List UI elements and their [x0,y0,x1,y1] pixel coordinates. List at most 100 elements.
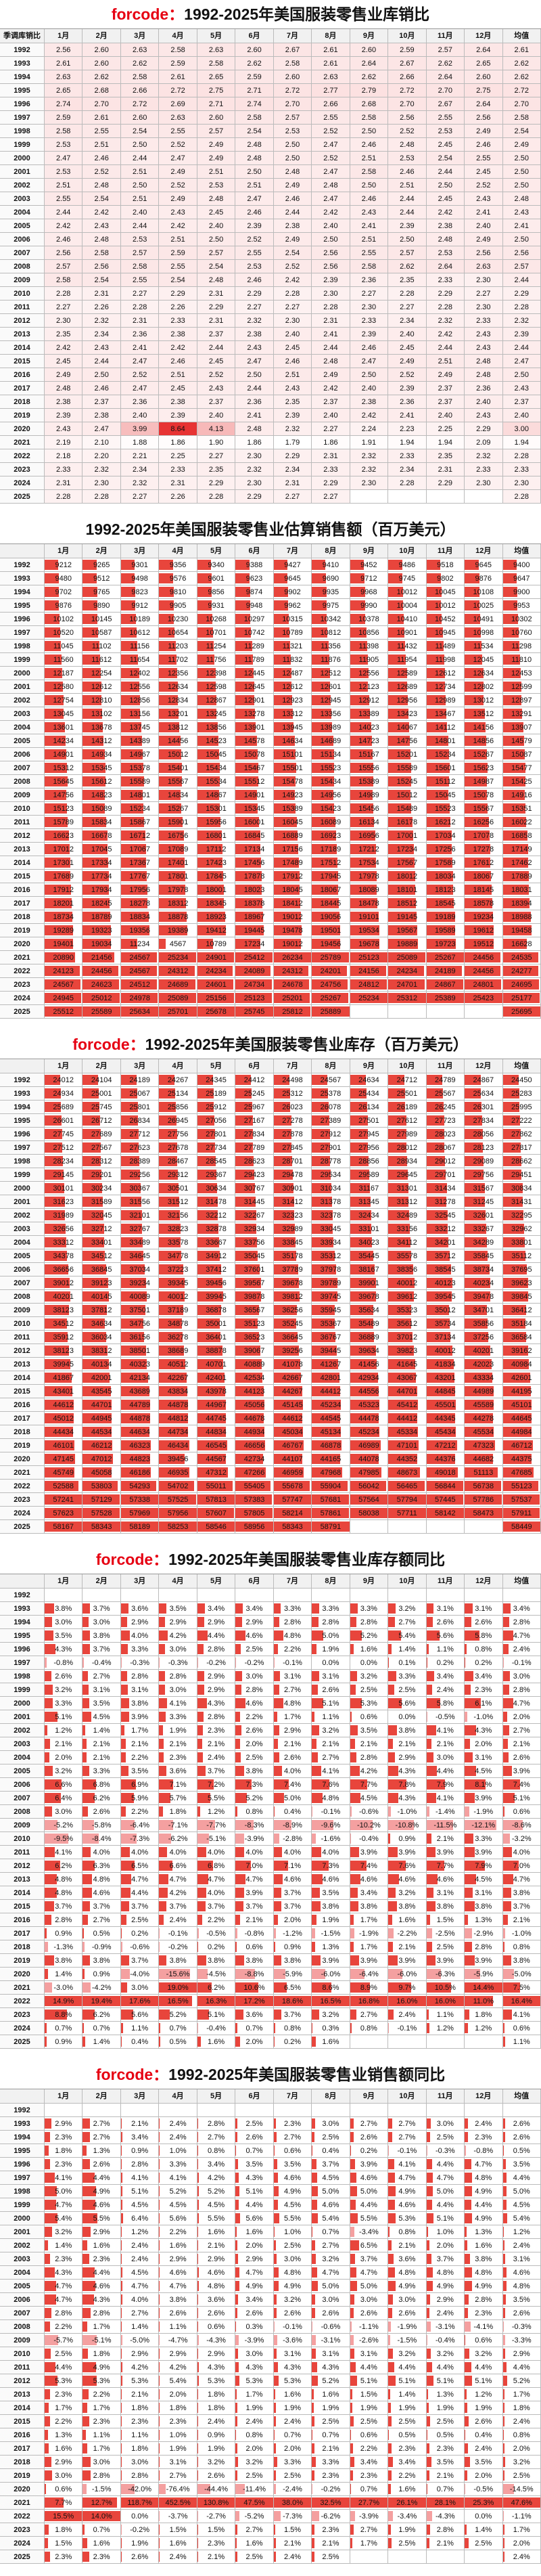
value-cell: 9518 [426,558,465,572]
value-cell: 2.40 [197,219,236,233]
value-cell: 55678 [273,1480,312,1493]
year-text: 1993 [14,575,30,583]
value-cell: 3.8% [83,1954,121,1968]
cell-bar [159,1915,164,1925]
value-text: 17078 [473,832,494,840]
value-cell: 14756 [45,789,83,802]
value-text: 2.55 [361,249,377,257]
value-cell: 28701 [273,1155,312,1168]
value-cell: 2.8% [312,1616,350,1629]
value-cell: 24512 [120,978,160,992]
value-cell: 2.50 [273,138,312,152]
year-text: 2000 [14,1700,30,1708]
value-text: 2.2% [131,1754,149,1762]
value-cell: 19101 [350,910,389,924]
value-text: 25283 [511,1090,532,1098]
value-text: 2.64 [476,100,491,108]
value-cell: 3.4% [426,1670,465,1683]
value-cell: 2.42 [45,341,83,355]
value-cell: 58167 [45,1520,83,1534]
header-text: 1月 [57,547,70,555]
value-cell: 27878 [273,1128,312,1141]
value-cell: 3.8% [426,1900,465,1913]
value-cell: 2.43 [465,328,503,341]
cell-bar [350,749,373,759]
value-cell: 2.8% [502,1616,541,1629]
cell-bar [159,560,173,570]
cell-bar [465,885,492,895]
value-text: 2.32 [247,466,262,474]
value-cell: 1.94 [426,436,465,449]
value-text: 4.2% [169,1889,187,1897]
value-text: 2.33 [361,317,377,325]
value-text: 13812 [167,724,189,732]
year-cell: 2009 [0,1819,45,1832]
value-cell: 3.5% [45,1629,83,1643]
value-text: 34778 [167,1252,189,1260]
value-cell: 9823 [120,585,160,599]
value-cell: 44278 [465,1412,503,1425]
value-text: 4.6% [436,1875,454,1884]
value-text: -4.5% [206,1970,226,1978]
value-cell: 1.79 [273,436,312,449]
value-text: 16923 [320,832,342,840]
value-cell: 15556 [350,761,389,775]
value-cell: 2.36 [120,328,160,341]
value-text: 11560 [53,656,74,664]
cell-bar [83,790,105,800]
value-text: 2.9% [283,1727,302,1735]
header-cell [0,1059,45,1073]
value-cell: 2.59 [388,43,427,57]
value-cell: 10491 [465,613,503,626]
value-text: 2.44 [438,168,453,176]
value-cell: 2.39 [388,382,427,395]
value-text: 2.55 [56,195,71,203]
value-cell: 3.5% [83,1697,121,1710]
value-cell: 9486 [388,558,427,572]
value-cell: 13156 [120,707,160,721]
value-text: 15434 [320,778,342,786]
value-cell: 2.59 [159,246,197,260]
value-cell: 44745 [197,1412,236,1425]
value-cell: 2.44 [197,341,236,355]
value-text: 2.30 [476,303,491,311]
value-cell: 3.3% [159,1710,197,1724]
value-cell: 10302 [502,613,541,626]
value-cell: 57813 [197,1493,236,1507]
value-text: 12897 [511,696,532,705]
cell-bar [312,776,335,786]
value-text: 2.58 [56,276,71,284]
value-text: -0.4% [359,1835,379,1843]
value-cell: 2.65 [465,57,503,70]
value-text: 24123 [53,967,74,975]
value-text: 32323 [282,1212,303,1220]
value-cell: 44534 [83,1425,121,1439]
value-cell: 36412 [502,1304,541,1317]
value-text: 3.0% [55,1808,72,1816]
value-cell: 2.38 [45,395,83,409]
value-text: 14987 [473,778,494,786]
value-text: 2.27 [323,493,338,501]
value-cell: 12187 [45,667,83,680]
value-cell: 2.30 [465,301,503,314]
value-cell: 2.23 [388,422,427,436]
cell-bar [197,871,224,881]
value-text: 2.48 [514,195,529,203]
cell-bar [235,627,252,638]
header-cell: 6月 [235,1059,274,1073]
cell-bar [159,1793,171,1803]
value-cell: 3.8% [312,1900,350,1913]
year-text: 2008 [14,1293,30,1301]
value-text: 2.41 [514,222,529,230]
value-text: 44534 [91,1428,112,1436]
value-cell: 3.7% [120,1900,160,1913]
value-text: 2.46 [361,195,377,203]
value-text: 44789 [129,1401,150,1409]
value-cell: 25267 [312,992,350,1005]
cell-bar [45,1901,54,1911]
value-text: 12956 [396,696,418,705]
value-text: 2.60 [476,73,491,81]
value-text: 57969 [129,1509,150,1517]
value-text: 19101 [358,913,379,921]
value-cell: 2.6% [465,1616,503,1629]
